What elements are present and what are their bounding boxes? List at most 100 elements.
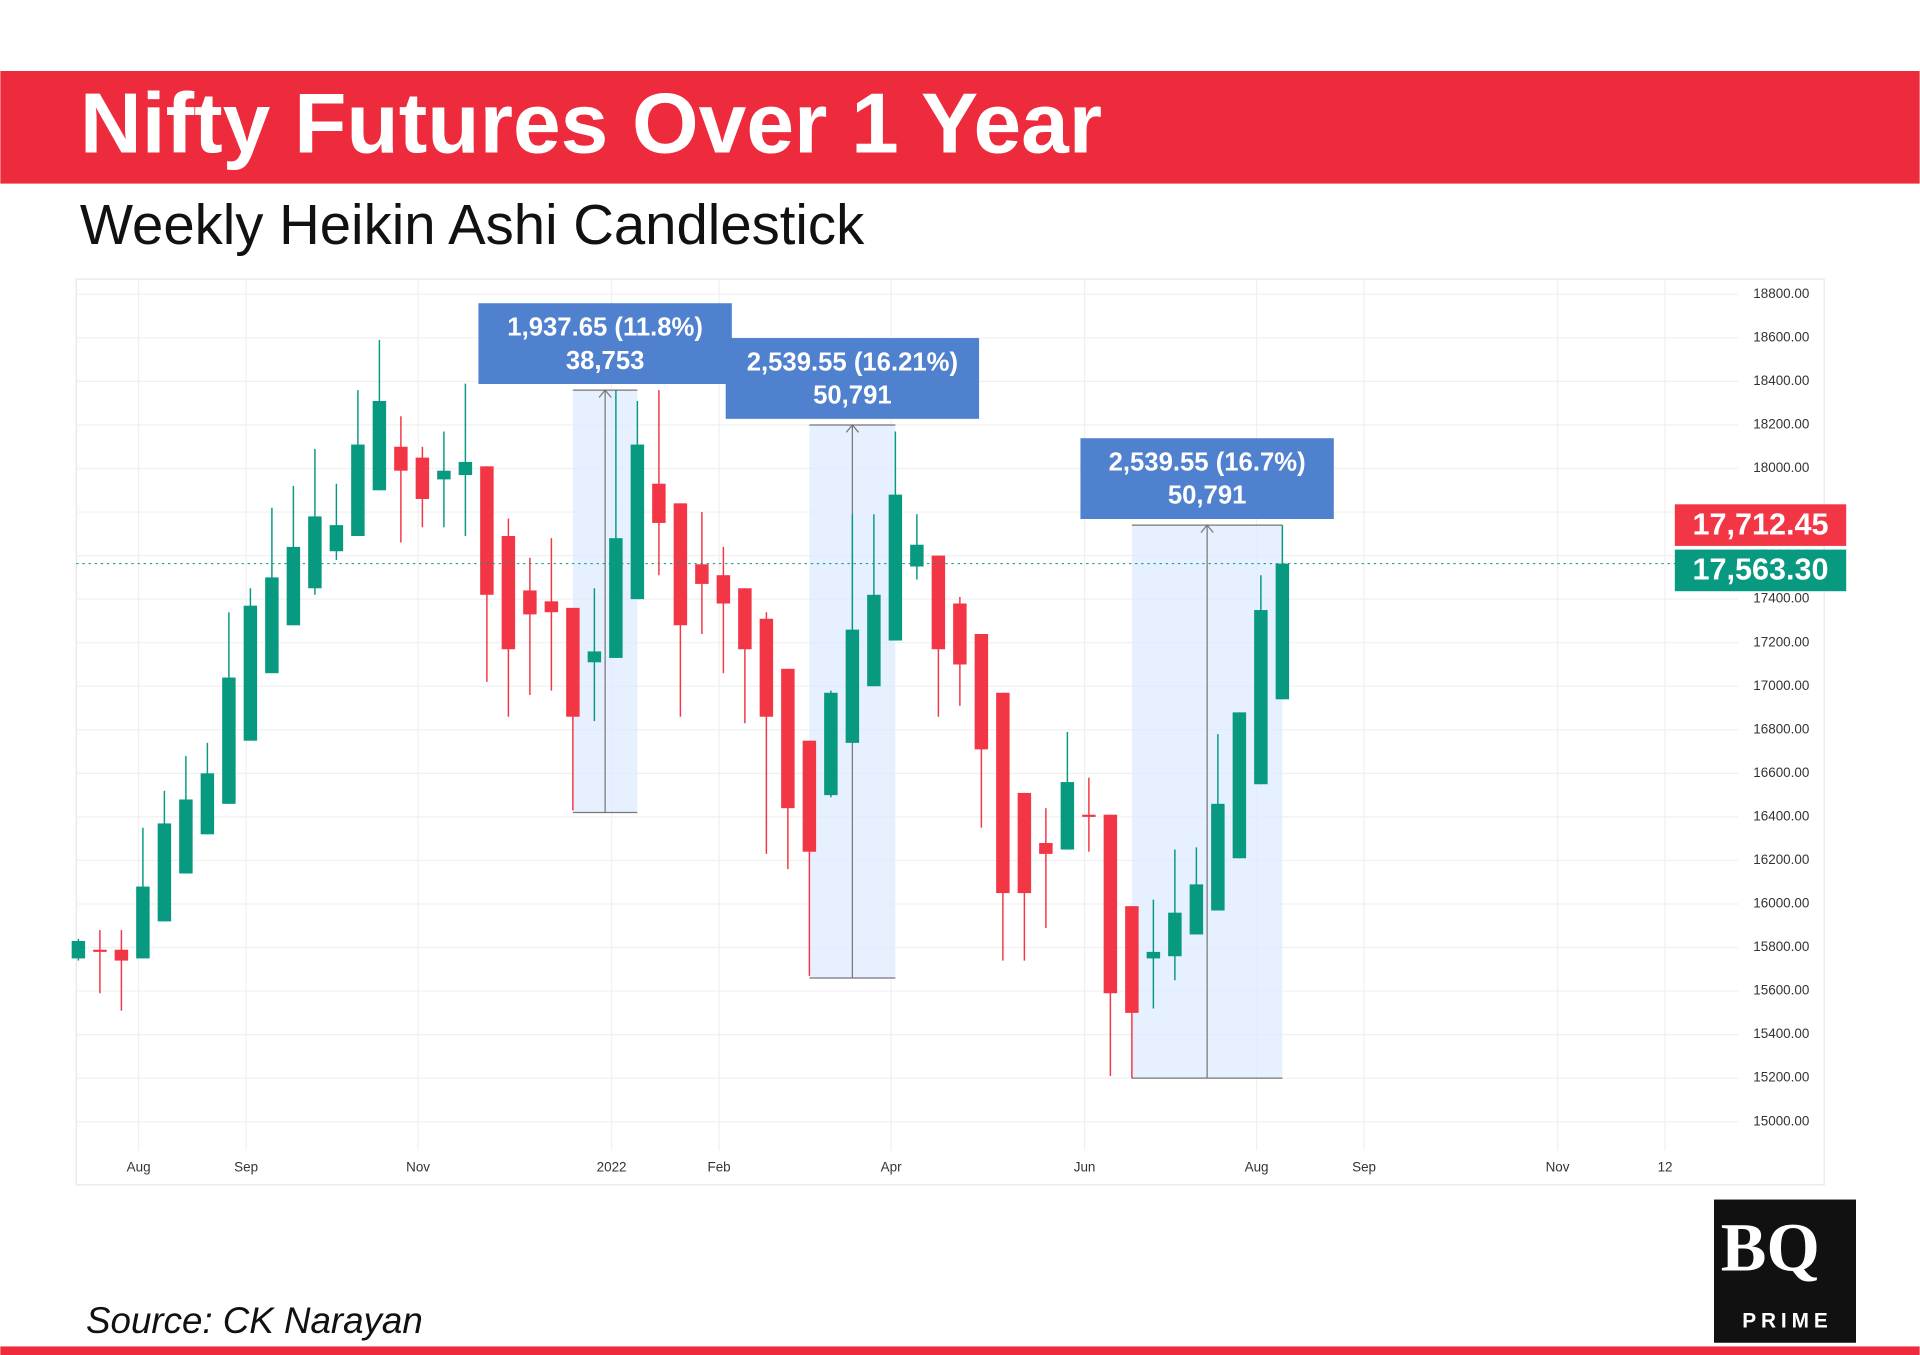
y-tick-label: 16800.00 bbox=[1753, 721, 1809, 736]
candle-body bbox=[1211, 803, 1225, 911]
measure-arrowhead bbox=[1200, 524, 1214, 533]
candle-body bbox=[523, 590, 537, 615]
candle-body bbox=[931, 555, 946, 650]
candle-body bbox=[114, 949, 129, 961]
price-label-box bbox=[1674, 504, 1847, 546]
y-tick-label: 15000.00 bbox=[1753, 1113, 1809, 1128]
candle-body bbox=[71, 940, 86, 959]
candle-body bbox=[1254, 610, 1268, 785]
candle-body bbox=[1146, 951, 1161, 959]
candle-body bbox=[1060, 782, 1075, 850]
measure-label: 2,539.55 (16.7%) bbox=[1109, 449, 1306, 477]
candle-body bbox=[415, 457, 430, 499]
y-tick-label: 16400.00 bbox=[1753, 808, 1809, 823]
x-tick-label: Sep bbox=[1352, 1159, 1376, 1174]
x-tick-label: Nov bbox=[406, 1159, 430, 1174]
candle-body bbox=[953, 603, 967, 665]
y-tick-label: 16600.00 bbox=[1753, 765, 1809, 780]
y-tick-label: 15600.00 bbox=[1753, 983, 1809, 998]
candle-body bbox=[480, 466, 494, 595]
y-tick-label: 15800.00 bbox=[1753, 939, 1809, 954]
y-tick-label: 17400.00 bbox=[1753, 591, 1809, 606]
y-tick-label: 17000.00 bbox=[1753, 678, 1809, 693]
candle-body bbox=[996, 692, 1010, 894]
logo-sub: PRIME bbox=[1742, 1309, 1832, 1332]
candle-body bbox=[888, 494, 903, 641]
candle-body bbox=[1232, 712, 1247, 859]
candle-body bbox=[867, 594, 881, 687]
candle-body bbox=[1189, 884, 1204, 935]
candle-body bbox=[1039, 843, 1053, 854]
source: Source: CK Narayan bbox=[86, 1300, 423, 1341]
candle-body bbox=[609, 538, 623, 658]
candle-body bbox=[372, 401, 387, 491]
candle-body bbox=[824, 692, 838, 796]
y-tick-label: 18000.00 bbox=[1753, 460, 1809, 475]
logo-mark: BQ bbox=[1721, 1209, 1820, 1285]
candle-body bbox=[652, 483, 666, 523]
price-label: 17,563.30 bbox=[1692, 553, 1828, 587]
y-tick-label: 18400.00 bbox=[1753, 373, 1809, 388]
measure-label-box bbox=[478, 303, 732, 385]
y-tick-label: 15200.00 bbox=[1753, 1070, 1809, 1085]
x-tick-label: 12 bbox=[1658, 1159, 1673, 1174]
candle-body bbox=[1017, 792, 1032, 894]
candle-body bbox=[738, 588, 752, 650]
candle-body bbox=[587, 651, 602, 663]
measures: 1,937.65 (11.8%) 38,753 2,539.55 (16.21%) 5… bbox=[478, 303, 1334, 1079]
candle-body bbox=[716, 575, 731, 604]
y-tick-label: 16200.00 bbox=[1753, 852, 1809, 867]
candle-body bbox=[1168, 912, 1182, 957]
logo-box bbox=[1714, 1199, 1856, 1343]
price-label-box bbox=[1674, 549, 1847, 592]
measure-label: 2,539.55 (16.21%) bbox=[747, 349, 958, 377]
candle-body bbox=[974, 633, 989, 750]
candle-body bbox=[1275, 563, 1290, 700]
chart-title: Nifty Futures Over 1 Year bbox=[80, 75, 1102, 171]
y-tick-label: 18200.00 bbox=[1753, 417, 1809, 432]
measure-label-box bbox=[725, 338, 980, 419]
candle-body bbox=[286, 546, 301, 626]
candle-body bbox=[136, 886, 150, 959]
y-tick-label: 16000.00 bbox=[1753, 896, 1809, 911]
measure-arrowhead bbox=[845, 424, 859, 433]
y-tick-label: 17200.00 bbox=[1753, 634, 1809, 649]
price-label: 17,712.45 bbox=[1692, 507, 1828, 541]
candle-body bbox=[351, 444, 365, 537]
candle-body bbox=[673, 503, 688, 626]
x-tick-label: Apr bbox=[881, 1159, 902, 1174]
measure-bars: 50,791 bbox=[813, 382, 892, 410]
measure-label-box bbox=[1080, 438, 1334, 519]
candle-body bbox=[329, 525, 344, 552]
measure-arrowhead bbox=[598, 389, 612, 398]
x-tick-label: Nov bbox=[1546, 1159, 1570, 1174]
candle-body bbox=[157, 823, 172, 922]
x-tick-label: Aug bbox=[127, 1159, 151, 1174]
candle-body bbox=[308, 516, 322, 589]
y-tick-label: 18600.00 bbox=[1753, 329, 1809, 344]
candle-body bbox=[1082, 814, 1096, 817]
measure-bars: 50,791 bbox=[1168, 482, 1247, 510]
candle-body bbox=[802, 740, 817, 852]
chart-subtitle: Weekly Heikin Ashi Candlestick bbox=[80, 193, 865, 256]
bottom-band bbox=[0, 1346, 1920, 1355]
candle-body bbox=[200, 773, 215, 835]
candle-body bbox=[695, 564, 709, 584]
candle-body bbox=[501, 536, 516, 650]
measure-bars: 38,753 bbox=[566, 347, 645, 375]
x-tick-label: Feb bbox=[707, 1159, 730, 1174]
candle-body bbox=[222, 677, 236, 804]
candle-body bbox=[759, 618, 774, 717]
candle-body bbox=[243, 605, 258, 741]
candle-body bbox=[781, 668, 795, 809]
title-band bbox=[0, 70, 1920, 184]
candle-body bbox=[845, 629, 860, 743]
x-tick-label: Aug bbox=[1245, 1159, 1269, 1174]
candle-body bbox=[1103, 814, 1118, 994]
candle-body bbox=[458, 461, 473, 476]
x-tick-label: 2022 bbox=[597, 1159, 627, 1174]
x-tick-label: Sep bbox=[234, 1159, 258, 1174]
candle-body bbox=[93, 949, 107, 952]
